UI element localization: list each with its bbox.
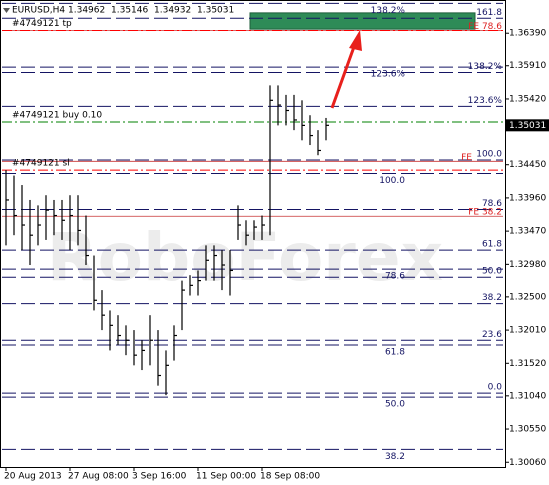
- fibo-label: 50.0: [482, 267, 502, 277]
- plot-frame: [0, 0, 506, 468]
- expansion-label: 38.2: [385, 452, 405, 462]
- y-tick-label: 1.30060: [509, 458, 546, 468]
- y-tick-label: 1.35420: [509, 94, 546, 104]
- y-tick-label: 1.32010: [509, 326, 546, 336]
- y-tick-label: 1.36390: [509, 29, 546, 39]
- header-value: 1.35031: [197, 6, 234, 16]
- fibo-label: 78.6: [482, 199, 502, 209]
- current-price-label: 1.35031: [509, 121, 546, 131]
- x-tick-label: 3 Sep 16:00: [132, 472, 187, 482]
- expansion-label: 138.2%: [371, 6, 406, 16]
- y-tick-label: 1.33470: [509, 227, 546, 237]
- x-tick-label: 27 Aug 08:00: [68, 472, 129, 482]
- expansion-label: 123.6%: [371, 70, 406, 80]
- arrow-head: [349, 30, 362, 51]
- symbol-icon: [3, 8, 10, 13]
- header-value: 1.34962: [68, 6, 105, 16]
- fibo-label: 23.6: [482, 330, 502, 340]
- y-tick-label: 1.32980: [509, 260, 546, 270]
- y-tick-label: 1.35910: [509, 61, 546, 71]
- order-label: #4749121 tp: [12, 19, 72, 29]
- fibo-label: 161.8: [476, 8, 502, 18]
- header-value: 1.35146: [111, 6, 148, 16]
- target-zone: [249, 12, 476, 30]
- arrow-shaft: [330, 43, 357, 109]
- order-label: #4749121 buy 0.10: [12, 111, 102, 121]
- expansion-label: 78.6: [385, 272, 405, 282]
- current-price-box: [506, 119, 549, 132]
- x-tick-label: 11 Sep 00:00: [196, 472, 256, 482]
- header-value: 1.34932: [154, 6, 191, 16]
- watermark: RoboForex: [47, 219, 443, 296]
- fe-label: FE 38.2: [468, 208, 502, 218]
- y-tick-label: 1.31520: [509, 359, 546, 369]
- y-tick-label: 1.33960: [509, 193, 546, 203]
- fe-label: FE 78.6: [468, 22, 502, 32]
- x-tick-label: 20 Aug 2013: [4, 472, 62, 482]
- fibo-label: 61.8: [482, 240, 502, 250]
- y-tick-label: 1.31040: [509, 391, 546, 401]
- expansion-label: 50.0: [385, 400, 405, 410]
- fe-label: FE: [461, 153, 472, 163]
- fibo-label: 38.2: [482, 293, 502, 303]
- fibo-label: 123.6%: [468, 96, 503, 106]
- expansion-label: 100.0: [379, 176, 405, 186]
- y-tick-label: 1.32500: [509, 292, 546, 302]
- x-tick-label: 18 Sep 08:00: [260, 472, 320, 482]
- fibo-label: 100.0: [476, 149, 502, 159]
- chart-title: EURUSD,H4: [12, 6, 65, 16]
- y-tick-label: 1.34450: [509, 160, 546, 170]
- fibo-label: 0.0: [488, 383, 503, 393]
- y-tick-label: 1.30550: [509, 425, 546, 435]
- expansion-label: 61.8: [385, 347, 405, 357]
- order-label: #4749121 sl: [12, 159, 70, 169]
